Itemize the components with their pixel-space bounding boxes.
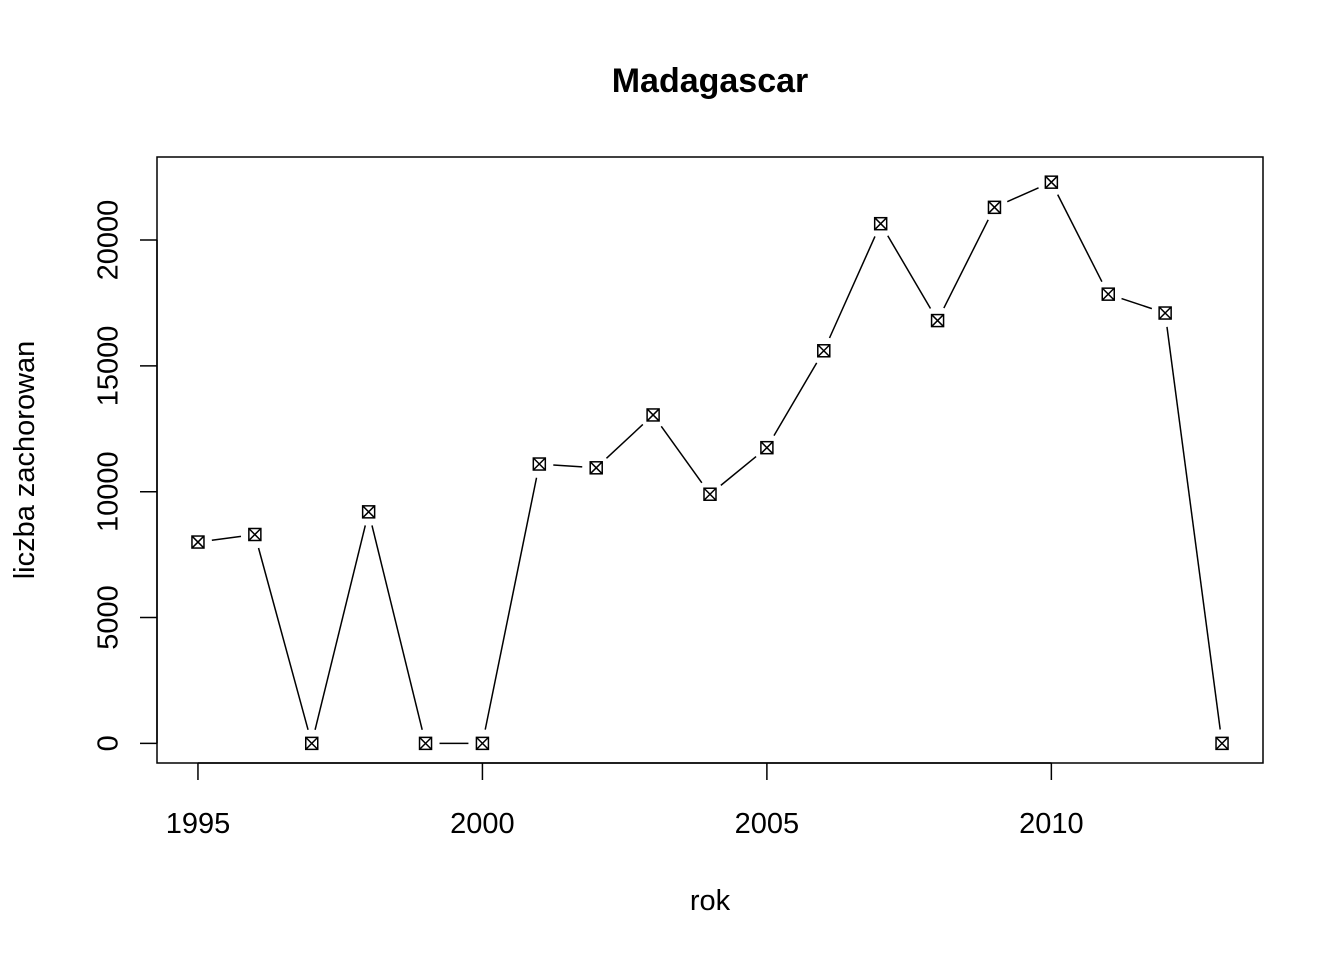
series-segment (828, 236, 876, 339)
series-segment (211, 535, 242, 541)
data-point (1215, 736, 1229, 751)
x-tick-label: 2000 (450, 808, 515, 840)
data-point (532, 457, 547, 471)
y-tick-label: 10000 (93, 451, 125, 532)
data-point (361, 505, 376, 519)
x-tick-label: 2005 (735, 808, 800, 840)
series-segment (1057, 194, 1103, 283)
y-axis: 0 5000 10000 15000 20000 (93, 200, 158, 751)
data-point (817, 344, 831, 358)
series-segment (1006, 187, 1039, 203)
y-axis-label: liczba zachorowan (9, 341, 41, 580)
series-segment (720, 455, 757, 486)
series-segment (484, 477, 538, 730)
series-segment (314, 525, 367, 730)
data-point (703, 487, 717, 501)
x-tick-label: 1995 (166, 808, 231, 840)
series-segment (257, 547, 309, 731)
data-point (760, 440, 774, 455)
y-tick-label: 0 (93, 735, 125, 751)
plot-frame (156, 156, 1264, 764)
data-point (1044, 175, 1059, 189)
data-point (191, 535, 205, 549)
x-tick-label: 2010 (1019, 808, 1084, 840)
y-tick-label: 5000 (93, 585, 125, 650)
series-segment (553, 464, 583, 468)
chart-title: Madagascar (612, 62, 809, 100)
series-segment (660, 425, 703, 484)
data-point (304, 736, 319, 751)
x-axis: 1995 2000 2005 2010 (166, 762, 1084, 840)
data-point (589, 461, 603, 475)
series-segment (887, 235, 932, 309)
series-layer (191, 175, 1229, 751)
data-point (418, 736, 433, 751)
data-point (475, 736, 490, 751)
series-segment (1121, 297, 1153, 310)
y-tick-label: 20000 (93, 200, 125, 281)
series-segment (605, 423, 644, 459)
data-point (248, 527, 262, 542)
data-point (930, 313, 945, 328)
data-point (1158, 306, 1172, 320)
series-segment (1166, 326, 1221, 730)
x-axis-label: rok (690, 885, 731, 917)
data-point (873, 216, 888, 231)
series-segment (773, 362, 818, 436)
data-point (987, 200, 1002, 215)
series-segment (943, 219, 989, 309)
data-point (1101, 287, 1116, 301)
y-tick-label: 15000 (93, 326, 125, 407)
series-segment (371, 525, 423, 730)
data-point (646, 408, 660, 422)
